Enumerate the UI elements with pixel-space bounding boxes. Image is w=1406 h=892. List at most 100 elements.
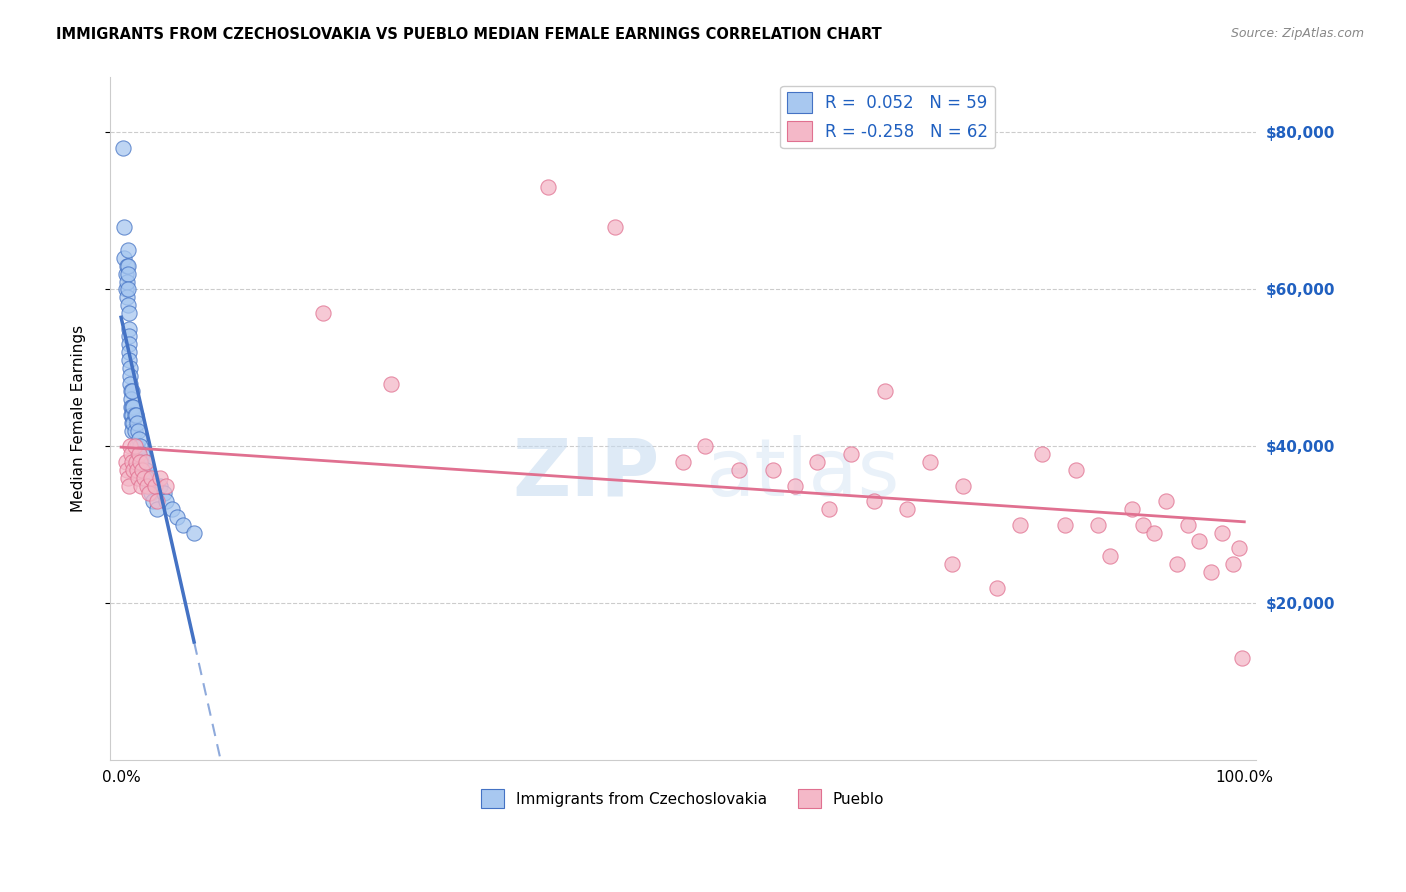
Point: [124, 408, 146, 422]
Point: [817, 502, 839, 516]
Point: [149, 471, 172, 485]
Point: [125, 463, 148, 477]
Point: [138, 478, 160, 492]
Point: [120, 360, 142, 375]
Point: [118, 337, 141, 351]
Point: [120, 392, 142, 407]
Point: [152, 486, 174, 500]
Point: [941, 557, 963, 571]
Point: [118, 478, 141, 492]
Point: [1166, 557, 1188, 571]
Point: [128, 447, 150, 461]
Point: [1222, 557, 1244, 571]
Point: [1053, 517, 1076, 532]
Point: [1031, 447, 1053, 461]
Point: [112, 141, 135, 155]
Point: [672, 455, 695, 469]
Point: [122, 400, 145, 414]
Point: [873, 384, 896, 399]
Point: [1227, 541, 1250, 556]
Point: [115, 463, 138, 477]
Point: [761, 463, 783, 477]
Point: [114, 251, 136, 265]
Point: [125, 416, 148, 430]
Point: [1098, 549, 1121, 564]
Point: [118, 306, 141, 320]
Point: [131, 463, 153, 477]
Point: [1132, 517, 1154, 532]
Point: [312, 306, 335, 320]
Point: [114, 219, 136, 234]
Text: ZIP: ZIP: [513, 434, 659, 513]
Point: [1064, 463, 1087, 477]
Point: [117, 471, 139, 485]
Point: [952, 478, 974, 492]
Point: [121, 416, 143, 430]
Point: [1154, 494, 1177, 508]
Point: [380, 376, 402, 391]
Point: [986, 581, 1008, 595]
Point: [132, 471, 155, 485]
Point: [135, 455, 157, 469]
Point: [129, 478, 152, 492]
Point: [1008, 517, 1031, 532]
Point: [124, 439, 146, 453]
Point: [143, 478, 166, 492]
Point: [121, 455, 143, 469]
Point: [124, 424, 146, 438]
Point: [121, 384, 143, 399]
Point: [728, 463, 751, 477]
Point: [122, 416, 145, 430]
Point: [114, 282, 136, 296]
Point: [138, 486, 160, 500]
Point: [127, 447, 149, 461]
Point: [135, 478, 157, 492]
Point: [125, 455, 148, 469]
Point: [134, 455, 156, 469]
Point: [1121, 502, 1143, 516]
Y-axis label: Median Female Earnings: Median Female Earnings: [72, 326, 86, 513]
Point: [839, 447, 862, 461]
Point: [172, 517, 194, 532]
Point: [117, 243, 139, 257]
Point: [183, 525, 205, 540]
Point: [117, 259, 139, 273]
Point: [114, 267, 136, 281]
Point: [120, 400, 142, 414]
Point: [121, 424, 143, 438]
Point: [117, 267, 139, 281]
Point: [141, 486, 163, 500]
Point: [1211, 525, 1233, 540]
Point: [120, 439, 142, 453]
Point: [135, 471, 157, 485]
Point: [120, 384, 142, 399]
Point: [117, 298, 139, 312]
Point: [1177, 517, 1199, 532]
Point: [155, 478, 177, 492]
Point: [129, 455, 152, 469]
Point: [121, 400, 143, 414]
Point: [128, 432, 150, 446]
Point: [129, 455, 152, 469]
Point: [141, 494, 163, 508]
Point: [1230, 651, 1253, 665]
Point: [127, 471, 149, 485]
Point: [129, 439, 152, 453]
Point: [115, 259, 138, 273]
Point: [118, 345, 141, 359]
Point: [605, 219, 627, 234]
Point: [160, 502, 183, 516]
Point: [783, 478, 806, 492]
Point: [118, 321, 141, 335]
Point: [121, 408, 143, 422]
Point: [537, 180, 560, 194]
Point: [125, 408, 148, 422]
Point: [918, 455, 941, 469]
Point: [141, 471, 163, 485]
Point: [1087, 517, 1109, 532]
Point: [131, 447, 153, 461]
Point: [1199, 565, 1222, 579]
Point: [118, 329, 141, 343]
Point: [118, 353, 141, 368]
Point: [806, 455, 828, 469]
